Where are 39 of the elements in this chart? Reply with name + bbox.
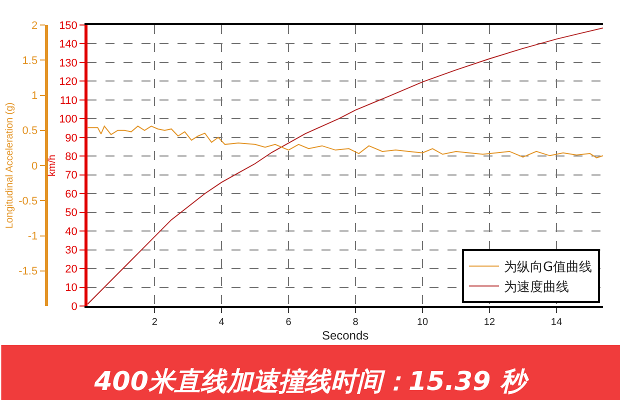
y-tick-label: 120 xyxy=(59,76,78,88)
y2-axis-title: Longitudinal Acceleration (g) xyxy=(4,102,16,229)
y-tick-label: 140 xyxy=(59,38,78,51)
y-tick-label: 150 xyxy=(59,20,78,32)
y-tick-label: 0 xyxy=(71,300,78,313)
y-tick-label: 80 xyxy=(65,150,78,163)
x-tick-label: 2 xyxy=(152,317,158,328)
y-tick-label: 30 xyxy=(65,244,78,257)
y-tick-label: 100 xyxy=(59,114,78,126)
y2-tick-label: 2 xyxy=(31,20,38,32)
x-tick-label: 6 xyxy=(286,317,292,328)
y2-tick-label: -1 xyxy=(28,230,38,243)
x-tick-label: 8 xyxy=(352,317,359,328)
line-series xyxy=(88,126,603,158)
y-tick-label: 50 xyxy=(65,207,78,220)
y-tick-label: 70 xyxy=(65,170,78,182)
y2-tick-label: 1 xyxy=(31,90,38,102)
legend-label: 为纵向G值曲线 xyxy=(504,260,592,276)
text: 400米直线加速撞线时间：15.39 秒 xyxy=(93,367,530,397)
y-tick-label: 110 xyxy=(60,94,78,107)
y2-tick-label: 1.5 xyxy=(22,54,38,67)
y-axis-title: km/h xyxy=(47,154,58,176)
y2-tick-label: 0.5 xyxy=(22,125,38,138)
y-tick-label: 130 xyxy=(59,57,78,70)
y-tick-label: 90 xyxy=(65,132,78,144)
y2-tick-label: -0.5 xyxy=(18,195,38,208)
x-tick-label: 4 xyxy=(218,317,225,328)
y-tick-label: 40 xyxy=(65,226,78,238)
x-axis-title: Seconds xyxy=(322,328,369,342)
x-tick-label: 12 xyxy=(484,317,496,328)
y2-tick-label: 0 xyxy=(31,160,38,172)
y-tick-label: 20 xyxy=(65,263,78,276)
x-tick-label: 10 xyxy=(416,317,429,328)
x-tick-label: 14 xyxy=(550,317,562,328)
legend-label: 为速度曲线 xyxy=(504,279,570,296)
line-series xyxy=(88,28,603,305)
y-tick-label: 10 xyxy=(65,282,78,294)
y-tick-label: 60 xyxy=(65,188,78,200)
y2-tick-label: -1.5 xyxy=(18,266,38,278)
